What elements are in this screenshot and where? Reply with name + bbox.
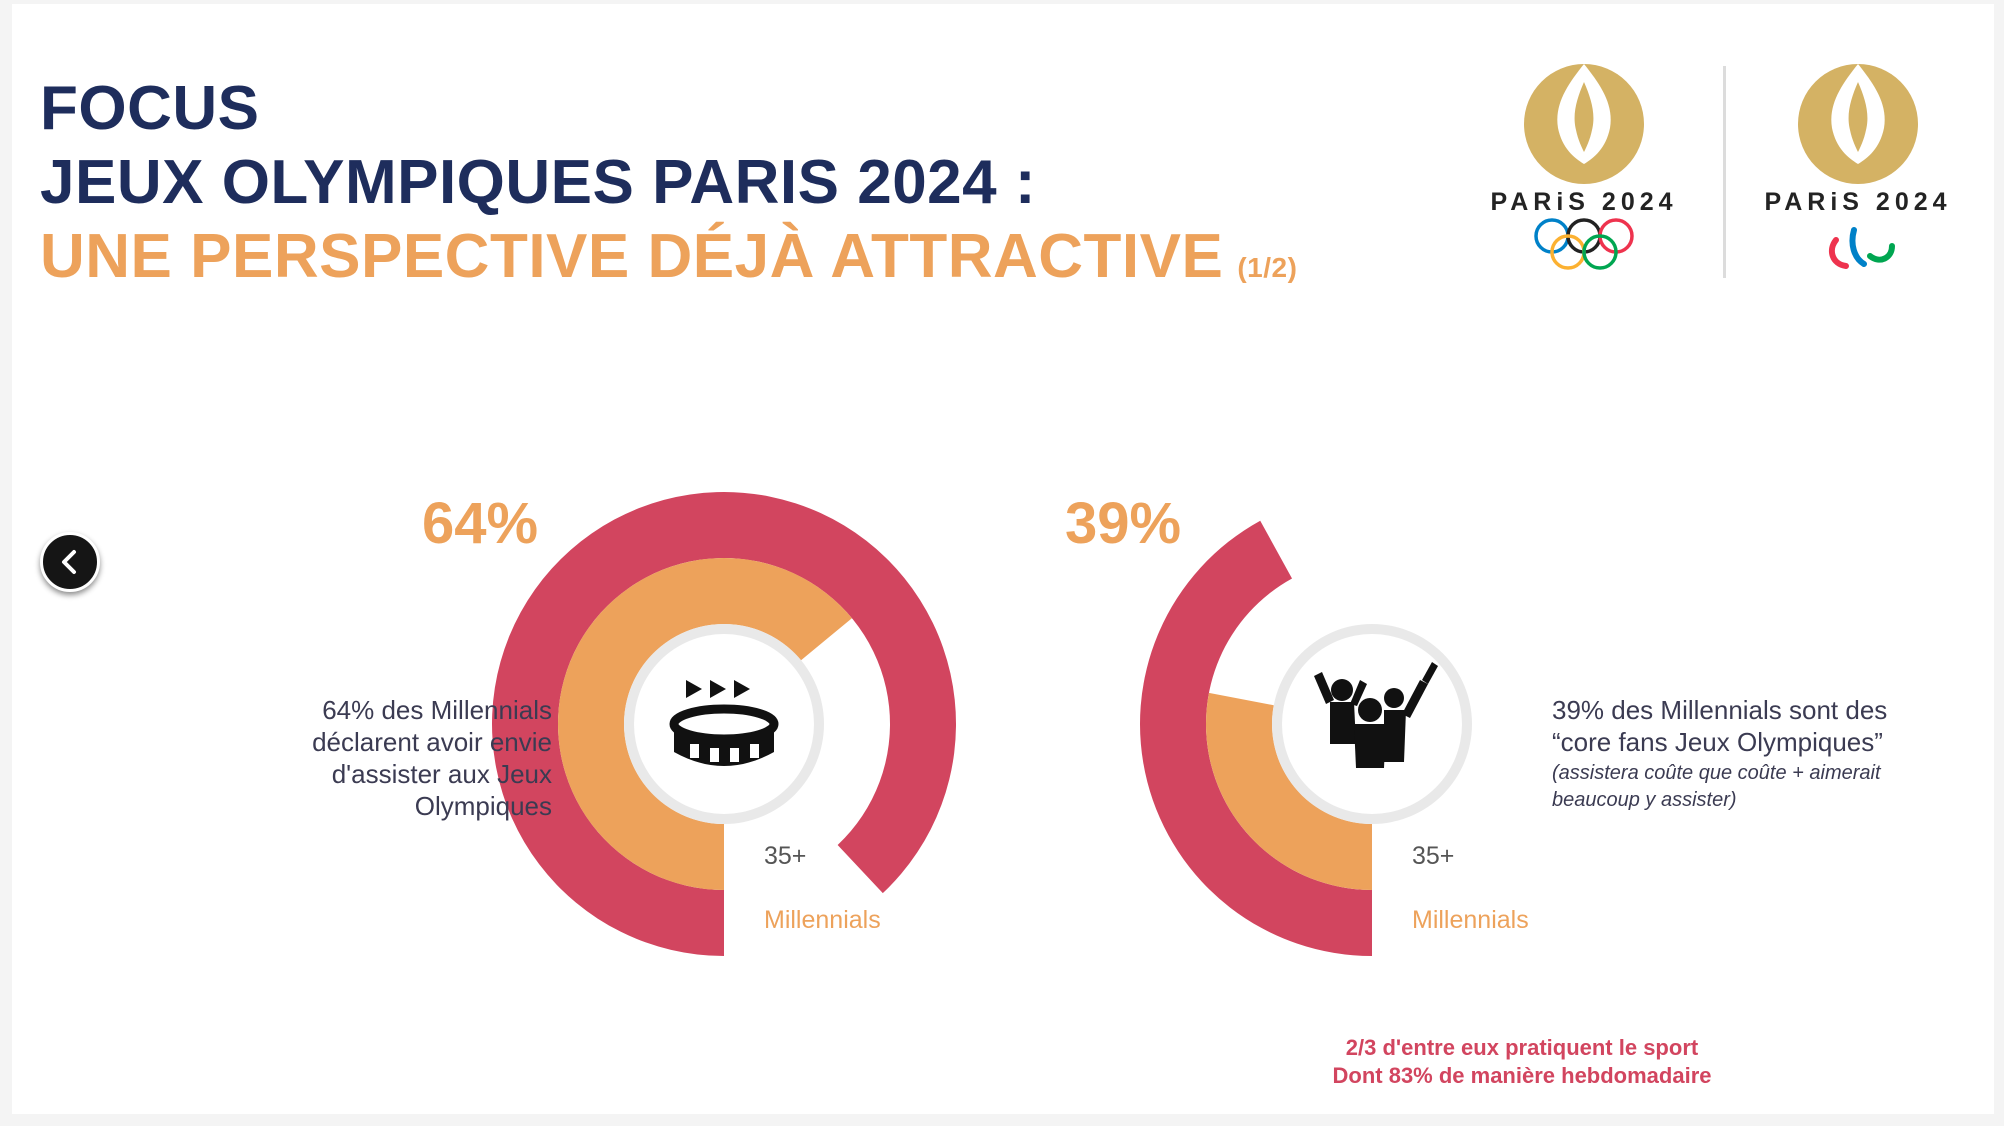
- title-focus: FOCUS: [40, 74, 260, 143]
- logo-divider: [1723, 66, 1726, 278]
- description-note: (assistera coûte que coûte + aimerait be…: [1552, 760, 1932, 814]
- chevron-left-icon: [62, 550, 76, 574]
- paralympic-logo: PARiS 2024: [1758, 60, 1958, 280]
- chart-millennials-attend: 64% 35+ Millennials 64% des Millennials …: [162, 444, 1122, 964]
- description-line: déclarent avoir envie: [312, 727, 552, 757]
- note-line: (assistera coûte que coûte + aimerait: [1552, 762, 1881, 784]
- chart-description: 64% des Millennials déclarent avoir envi…: [312, 694, 552, 822]
- paralympic-logo-text: PARiS 2024: [1764, 188, 1952, 216]
- title-subtitle-text: UNE PERSPECTIVE DÉJÀ ATTRACTIVE: [40, 222, 1224, 291]
- chart-description: 39% des Millennials sont des “core fans …: [1552, 694, 1932, 814]
- back-button[interactable]: [40, 532, 100, 592]
- description-line: 64% des Millennials: [322, 695, 552, 725]
- description-line: d'assister aux Jeux: [331, 759, 552, 789]
- footnote-line: 2/3 d'entre eux pratiquent le sport: [1345, 1035, 1699, 1060]
- title-main: JEUX OLYMPIQUES PARIS 2024 :: [40, 148, 1037, 217]
- description-line: 39% des Millennials sont des: [1552, 695, 1888, 725]
- paralympic-agitos-icon: [1828, 227, 1895, 269]
- outer-ring-label: 35+: [764, 842, 807, 870]
- flame-emblem-icon: [1798, 64, 1918, 184]
- footnote: 2/3 d'entre eux pratiquent le sport Dont…: [1222, 1034, 1822, 1090]
- radial-chart: [1140, 520, 1472, 956]
- olympic-rings-icon: [1534, 218, 1634, 270]
- inner-ring-bar: [1206, 692, 1372, 890]
- flame-emblem-icon: [1524, 64, 1644, 184]
- outer-ring-label: 35+: [1412, 842, 1455, 870]
- description-line: Olympiques: [414, 791, 552, 821]
- title-subtitle: UNE PERSPECTIVE DÉJÀ ATTRACTIVE (1/2): [40, 220, 1297, 305]
- footnote-line: Dont 83% de manière hebdomadaire: [1332, 1063, 1712, 1088]
- cheering-fans-icon: [1314, 662, 1438, 768]
- title-block: FOCUS JEUX OLYMPIQUES PARIS 2024 : UNE P…: [40, 72, 1297, 305]
- outer-ring-bar: [1140, 520, 1372, 956]
- description-line: “core fans Jeux Olympiques”: [1552, 727, 1883, 757]
- headline-percentage: 64%: [422, 491, 539, 556]
- slide: FOCUS JEUX OLYMPIQUES PARIS 2024 : UNE P…: [12, 4, 1994, 1114]
- chart-core-fans: 39% 35+ Millennials 39% des Millennials …: [810, 444, 1887, 964]
- paris-2024-logos: PARiS 2024 PARiS 2024: [1472, 60, 1972, 290]
- inner-ring-bar: [557, 557, 852, 890]
- note-line: beaucoup y assister): [1552, 789, 1737, 811]
- headline-percentage: 39%: [1065, 491, 1182, 556]
- icon-badge: [634, 634, 814, 814]
- olympic-logo: PARiS 2024: [1484, 60, 1684, 280]
- radial-chart: [492, 492, 957, 956]
- inner-ring-label: Millennials: [764, 906, 881, 934]
- olympic-logo-text: PARiS 2024: [1490, 188, 1678, 216]
- inner-ring-label: Millennials: [1412, 906, 1529, 934]
- stadium-icon: [669, 680, 779, 766]
- page-indicator: (1/2): [1237, 252, 1298, 283]
